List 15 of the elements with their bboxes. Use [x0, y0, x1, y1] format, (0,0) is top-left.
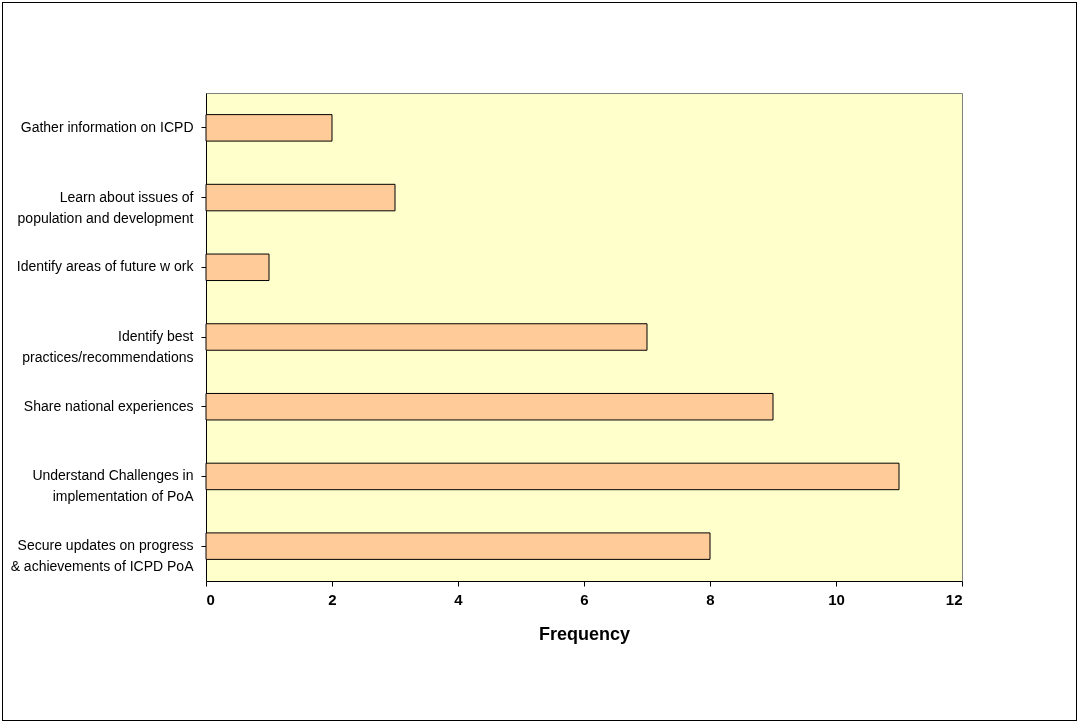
y-tick-label: Secure updates on progress & achievements of ICPD PoA	[10, 537, 195, 575]
x-axis-title: Frequency	[538, 623, 631, 644]
x-tick-label: 6	[580, 590, 589, 608]
x-tick-label: 8	[706, 590, 715, 608]
x-tick-label: 12	[945, 590, 963, 608]
x-tick-label: 10	[828, 590, 845, 608]
x-tick-label: 2	[328, 590, 337, 608]
y-tick-label: Learn about issues of population and development	[17, 188, 194, 226]
y-tick-label: Gather information on ICPD	[20, 118, 194, 135]
y-tick-label: Share national experiences	[23, 397, 194, 414]
x-tick-label: 0	[206, 590, 215, 608]
y-tick-label: Identify areas of future w ork	[16, 258, 195, 275]
x-tick-label: 4	[454, 590, 464, 608]
y-tick-label: Identify best practices/recommendations	[22, 328, 194, 365]
y-tick-label: Understand Challenges in implementation of PoA	[32, 467, 195, 505]
